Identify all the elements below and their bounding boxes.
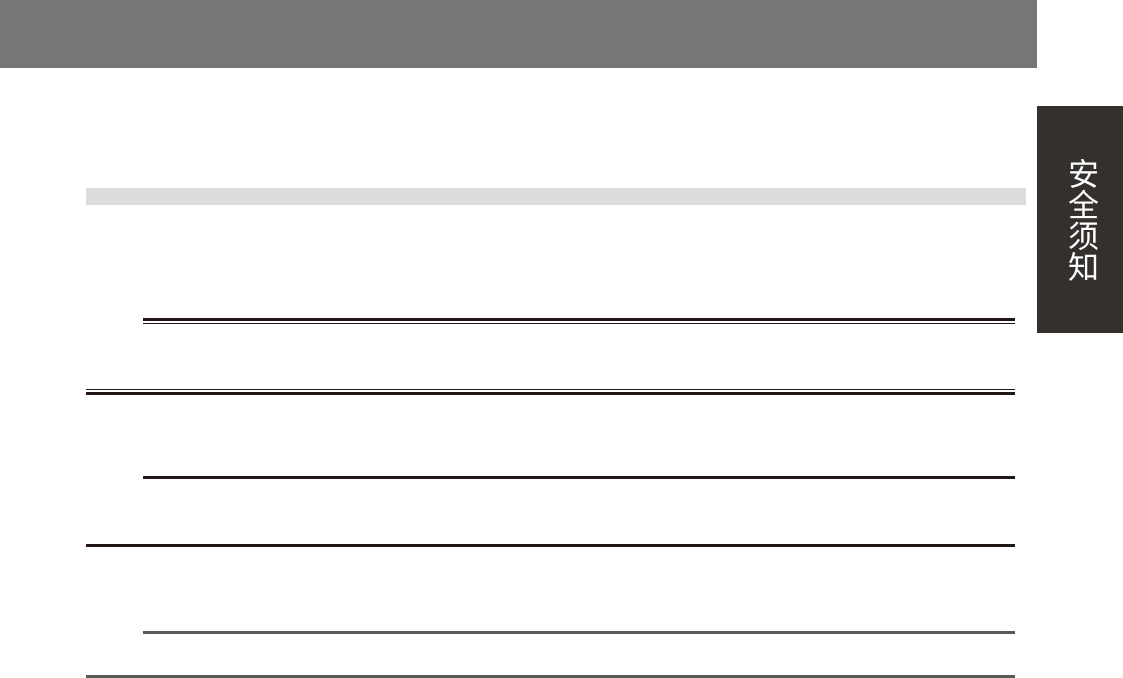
divider-rule xyxy=(86,389,1015,390)
page-header-bar xyxy=(0,0,1037,68)
divider-rule xyxy=(86,675,1015,678)
section-band xyxy=(86,188,1026,205)
divider-rule xyxy=(86,544,1015,547)
divider-rule xyxy=(143,318,1015,321)
divider-rule xyxy=(143,323,1015,324)
section-side-tab: 安全须知 xyxy=(1037,106,1123,333)
side-tab-label: 安全须知 xyxy=(1062,157,1098,282)
divider-rule xyxy=(86,392,1015,395)
divider-rule xyxy=(143,631,1015,634)
divider-rule xyxy=(143,476,1015,479)
